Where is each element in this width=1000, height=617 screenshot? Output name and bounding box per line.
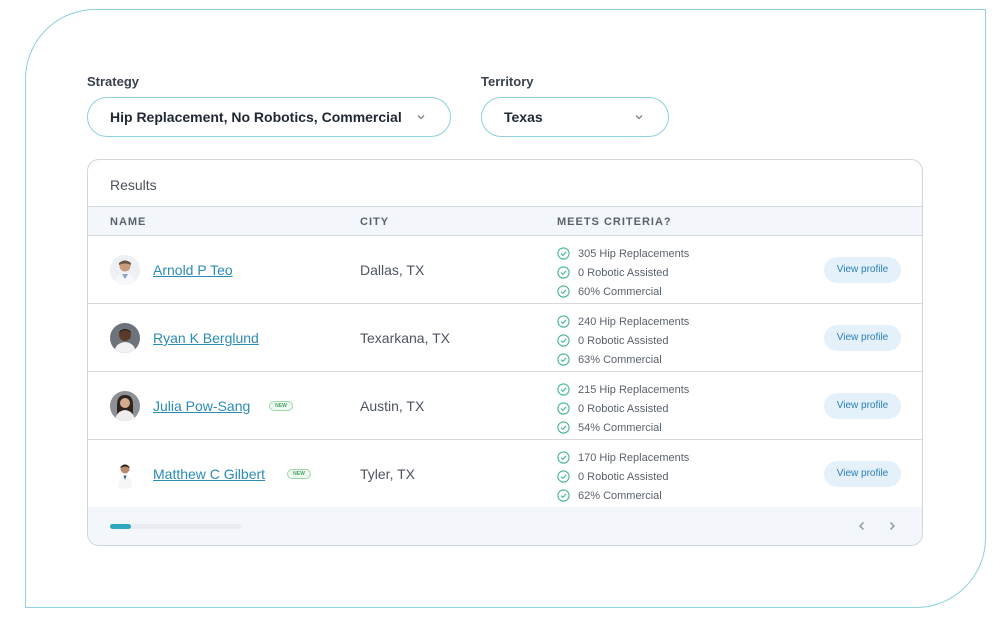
criteria-text: 215 Hip Replacements	[578, 383, 690, 396]
criteria-text: 170 Hip Replacements	[578, 451, 690, 464]
criteria-item: 240 Hip Replacements	[557, 312, 689, 331]
check-circle-icon	[557, 489, 570, 502]
criteria-text: 0 Robotic Assisted	[578, 266, 669, 279]
view-profile-button[interactable]: View profile	[824, 257, 901, 283]
check-circle-icon	[557, 383, 570, 396]
criteria-item: 54% Commercial	[557, 418, 689, 437]
column-header-name: NAME	[110, 216, 147, 228]
provider-name-link[interactable]: Arnold P Teo	[153, 262, 233, 278]
territory-label: Territory	[481, 74, 534, 89]
chevron-down-icon	[635, 115, 643, 120]
provider-name-link[interactable]: Ryan K Berglund	[153, 330, 259, 346]
column-header-criteria: MEETS CRITERIA?	[557, 216, 672, 228]
provider-city: Dallas, TX	[360, 262, 425, 278]
strategy-value: Hip Replacement, No Robotics, Commercial	[110, 109, 402, 125]
criteria-text: 62% Commercial	[578, 489, 662, 502]
strategy-select[interactable]: Hip Replacement, No Robotics, Commercial	[87, 97, 451, 137]
criteria-item: 305 Hip Replacements	[557, 244, 689, 263]
criteria-list: 305 Hip Replacements 0 Robotic Assisted …	[557, 244, 689, 301]
territory-value: Texas	[504, 109, 543, 125]
criteria-text: 0 Robotic Assisted	[578, 470, 669, 483]
provider-name-link[interactable]: Matthew C Gilbert	[153, 466, 266, 482]
chevron-down-icon	[417, 115, 425, 120]
check-circle-icon	[557, 315, 570, 328]
table-row: Matthew C Gilbert NEW Tyler, TX 170 Hip …	[88, 440, 922, 508]
criteria-text: 0 Robotic Assisted	[578, 334, 669, 347]
results-title: Results	[110, 177, 157, 193]
provider-city: Tyler, TX	[360, 466, 415, 482]
table-footer	[88, 507, 922, 545]
criteria-item: 215 Hip Replacements	[557, 380, 689, 399]
criteria-text: 60% Commercial	[578, 285, 662, 298]
criteria-item: 0 Robotic Assisted	[557, 467, 689, 486]
provider-city: Texarkana, TX	[360, 330, 451, 346]
table-row: Ryan K Berglund Texarkana, TX 240 Hip Re…	[88, 304, 922, 372]
chevron-right-icon[interactable]	[884, 518, 900, 534]
check-circle-icon	[557, 266, 570, 279]
check-circle-icon	[557, 285, 570, 298]
criteria-list: 240 Hip Replacements 0 Robotic Assisted …	[557, 312, 689, 369]
results-card: Results NAME CITY MEETS CRITERIA? Arnold…	[87, 159, 923, 546]
provider-city: Austin, TX	[360, 398, 425, 414]
new-badge: NEW	[269, 401, 293, 411]
criteria-text: 63% Commercial	[578, 353, 662, 366]
criteria-text: 54% Commercial	[578, 421, 662, 434]
criteria-list: 215 Hip Replacements 0 Robotic Assisted …	[557, 380, 689, 437]
new-badge: NEW	[287, 469, 311, 479]
view-profile-button[interactable]: View profile	[824, 461, 901, 487]
avatar	[110, 391, 140, 421]
check-circle-icon	[557, 353, 570, 366]
horizontal-scrollbar[interactable]	[110, 524, 242, 529]
provider-name-link[interactable]: Julia Pow-Sang	[153, 398, 251, 414]
check-circle-icon	[557, 451, 570, 464]
strategy-label: Strategy	[87, 74, 140, 89]
criteria-item: 62% Commercial	[557, 486, 689, 505]
criteria-text: 240 Hip Replacements	[578, 315, 690, 328]
table-row: Julia Pow-Sang NEW Austin, TX 215 Hip Re…	[88, 372, 922, 440]
check-circle-icon	[557, 402, 570, 415]
check-circle-icon	[557, 421, 570, 434]
table-row: Arnold P Teo Dallas, TX 305 Hip Replacem…	[88, 236, 922, 304]
check-circle-icon	[557, 334, 570, 347]
column-header-city: CITY	[360, 216, 390, 228]
view-profile-button[interactable]: View profile	[824, 325, 901, 351]
criteria-item: 60% Commercial	[557, 282, 689, 301]
check-circle-icon	[557, 247, 570, 260]
criteria-item: 0 Robotic Assisted	[557, 331, 689, 350]
table-header: NAME CITY MEETS CRITERIA?	[88, 206, 922, 236]
criteria-text: 305 Hip Replacements	[578, 247, 690, 260]
avatar	[110, 459, 140, 489]
criteria-item: 63% Commercial	[557, 350, 689, 369]
avatar	[110, 255, 140, 285]
criteria-list: 170 Hip Replacements 0 Robotic Assisted …	[557, 448, 689, 505]
check-circle-icon	[557, 470, 570, 483]
scrollbar-thumb[interactable]	[110, 524, 132, 529]
territory-select[interactable]: Texas	[481, 97, 669, 137]
criteria-item: 0 Robotic Assisted	[557, 263, 689, 282]
view-profile-button[interactable]: View profile	[824, 393, 901, 419]
avatar	[110, 323, 140, 353]
criteria-text: 0 Robotic Assisted	[578, 402, 669, 415]
criteria-item: 170 Hip Replacements	[557, 448, 689, 467]
criteria-item: 0 Robotic Assisted	[557, 399, 689, 418]
chevron-left-icon[interactable]	[854, 518, 870, 534]
